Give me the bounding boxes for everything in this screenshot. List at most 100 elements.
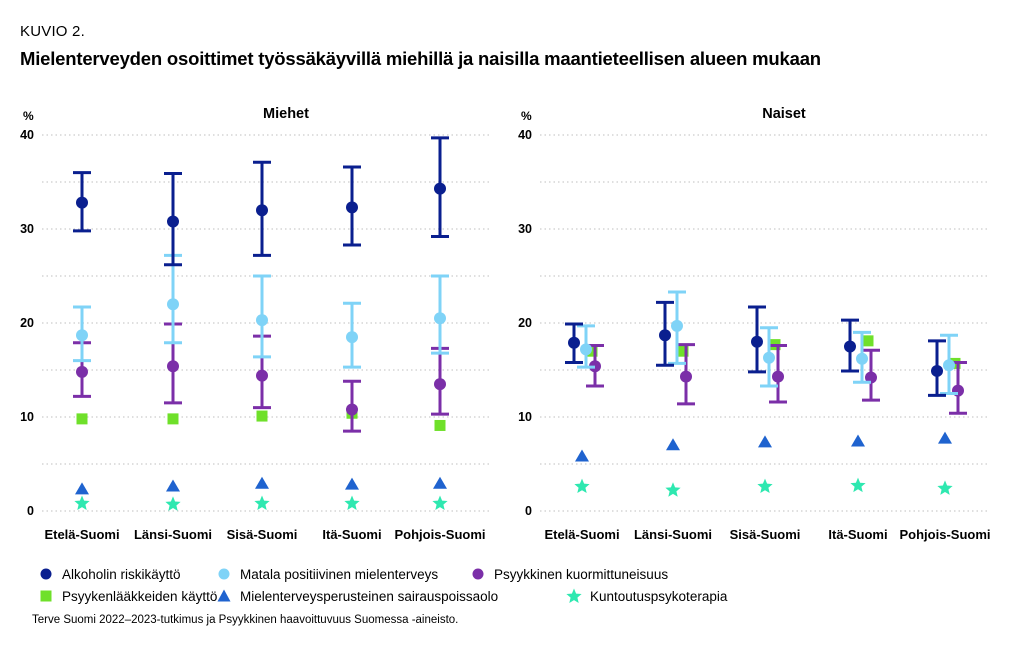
sairauspoissaolo-point-1 [75, 482, 89, 495]
y-tick-label: 10 [518, 410, 532, 424]
laakkeet-point-5 [434, 419, 446, 431]
alkoholi-point-4 [844, 340, 856, 353]
kuntoutus-point-5 [937, 480, 953, 495]
laakkeet-legend-marker [40, 590, 52, 602]
psyykkinen-point-4 [346, 403, 358, 416]
sairauspoissaolo-point-2 [666, 438, 680, 451]
alkoholi-point-5 [931, 364, 943, 377]
y-tick-label: 20 [518, 316, 532, 330]
psyykkinen-point-3 [256, 369, 268, 382]
kuntoutus-legend-marker [566, 588, 582, 603]
kuntoutus-point-1 [74, 495, 90, 510]
kuntoutus-point-3 [757, 478, 773, 493]
legend-item-laakkeet: Psyykenlääkkeiden käyttö [38, 588, 217, 604]
legend-item-alkoholi: Alkoholin riskikäyttö [38, 566, 181, 582]
x-tick-label: Pohjois-Suomi [395, 527, 486, 542]
psyykkinen-legend-marker [472, 568, 484, 580]
kuntoutus-point-3 [254, 495, 270, 510]
chart-title: Mielenterveyden osoittimet työssäkäyvill… [20, 48, 821, 69]
matala-point-4 [346, 331, 358, 344]
sairauspoissaolo-point-4 [851, 434, 865, 447]
psyykkinen-point-1 [76, 365, 88, 378]
legend-label: Mielenterveysperusteinen sairauspoissaol… [240, 588, 499, 604]
legend-label: Matala positiivinen mielenterveys [240, 566, 439, 582]
matala-point-1 [580, 343, 592, 356]
x-tick-label: Pohjois-Suomi [900, 527, 991, 542]
x-tick-label: Sisä-Suomi [227, 527, 298, 542]
kuntoutus-point-2 [165, 496, 181, 511]
y-tick-label: 30 [20, 222, 34, 236]
kuntoutus-point-1 [574, 478, 590, 493]
legend-item-kuntoutus: Kuntoutuspsykoterapia [566, 588, 727, 604]
matala-point-3 [256, 314, 268, 327]
x-tick-label: Itä-Suomi [322, 527, 381, 542]
laakkeet-point-3 [256, 410, 268, 422]
panel-title: Naiset [762, 106, 806, 122]
laakkeet-point-1 [76, 413, 88, 425]
chart-area: Miehet% 0 10 20 30 40 Etelä-Suomi Länsi-Suomi Si… [20, 106, 990, 542]
y-tick-label: 0 [27, 504, 34, 518]
matala-legend-marker [218, 568, 230, 580]
panel-miehet: Miehet% 0 10 20 30 40 Etelä-Suomi Länsi-Suomi Si… [20, 106, 490, 542]
sairauspoissaolo-point-3 [255, 476, 269, 489]
matala-point-5 [943, 359, 955, 372]
x-tick-label: Länsi-Suomi [634, 527, 712, 542]
x-tick-label: Sisä-Suomi [730, 527, 801, 542]
alkoholi-point-3 [256, 204, 268, 217]
psyykkinen-point-2 [680, 370, 692, 383]
matala-point-4 [856, 352, 868, 365]
y-tick-label: 30 [518, 222, 532, 236]
laakkeet-point-2 [677, 345, 689, 357]
kuntoutus-point-2 [665, 482, 681, 497]
x-tick-label: Etelä-Suomi [44, 527, 119, 542]
sairauspoissaolo-point-3 [758, 435, 772, 448]
alkoholi-point-3 [751, 335, 763, 348]
panel-title: Miehet [263, 106, 309, 122]
kuntoutus-point-5 [432, 495, 448, 510]
y-tick-label: 40 [518, 128, 532, 142]
y-axis-label: % [521, 109, 532, 123]
y-tick-label: 20 [20, 316, 34, 330]
y-tick-label: 40 [20, 128, 34, 142]
kuntoutus-point-4 [850, 477, 866, 493]
matala-point-2 [167, 298, 179, 311]
sairauspoissaolo-point-5 [433, 476, 447, 489]
matala-point-3 [763, 351, 775, 364]
psyykkinen-point-2 [167, 360, 179, 373]
legend-item-sairauspoissaolo: Mielenterveysperusteinen sairauspoissaol… [216, 588, 498, 604]
x-tick-label: Etelä-Suomi [544, 527, 619, 542]
alkoholi-point-2 [167, 215, 179, 228]
y-axis-label: % [23, 109, 34, 123]
matala-point-2 [671, 319, 683, 332]
legend-item-psyykkinen: Psyykkinen kuormittuneisuus [470, 566, 668, 582]
source-note: Terve Suomi 2022–2023-tutkimus ja Psyykk… [32, 614, 459, 626]
legend-label: Alkoholin riskikäyttö [62, 566, 181, 582]
laakkeet-point-2 [167, 413, 179, 425]
y-tick-label: 0 [525, 504, 532, 518]
x-tick-label: Itä-Suomi [828, 527, 887, 542]
legend-label: Psyykenlääkkeiden käyttö [62, 588, 218, 604]
panel-naiset: Naiset% 0 10 20 30 40 Etelä-Suomi Länsi-Suomi Si… [518, 106, 990, 542]
legend-item-matala: Matala positiivinen mielenterveys [216, 566, 438, 582]
matala-point-5 [434, 312, 446, 325]
alkoholi-point-1 [568, 336, 580, 349]
sairauspoissaolo-point-1 [575, 449, 589, 462]
laakkeet-point-1 [586, 345, 598, 357]
alkoholi-point-4 [346, 201, 358, 214]
sairauspoissaolo-point-5 [938, 431, 952, 444]
sairauspoissaolo-point-4 [345, 477, 359, 490]
matala-point-1 [76, 329, 88, 342]
alkoholi-point-2 [659, 329, 671, 342]
legend-label: Psyykkinen kuormittuneisuus [494, 566, 669, 582]
figure-label: KUVIO 2. [20, 23, 85, 40]
alkoholi-legend-marker [40, 568, 52, 580]
sairauspoissaolo-point-2 [166, 479, 180, 492]
legend-label: Kuntoutuspsykoterapia [590, 588, 728, 604]
psyykkinen-point-5 [434, 378, 446, 391]
y-tick-label: 10 [20, 410, 34, 424]
kuntoutus-point-4 [344, 495, 360, 510]
psyykkinen-point-4 [865, 371, 877, 384]
alkoholi-point-5 [434, 182, 446, 195]
x-tick-label: Länsi-Suomi [134, 527, 212, 542]
psyykkinen-point-3 [772, 370, 784, 383]
